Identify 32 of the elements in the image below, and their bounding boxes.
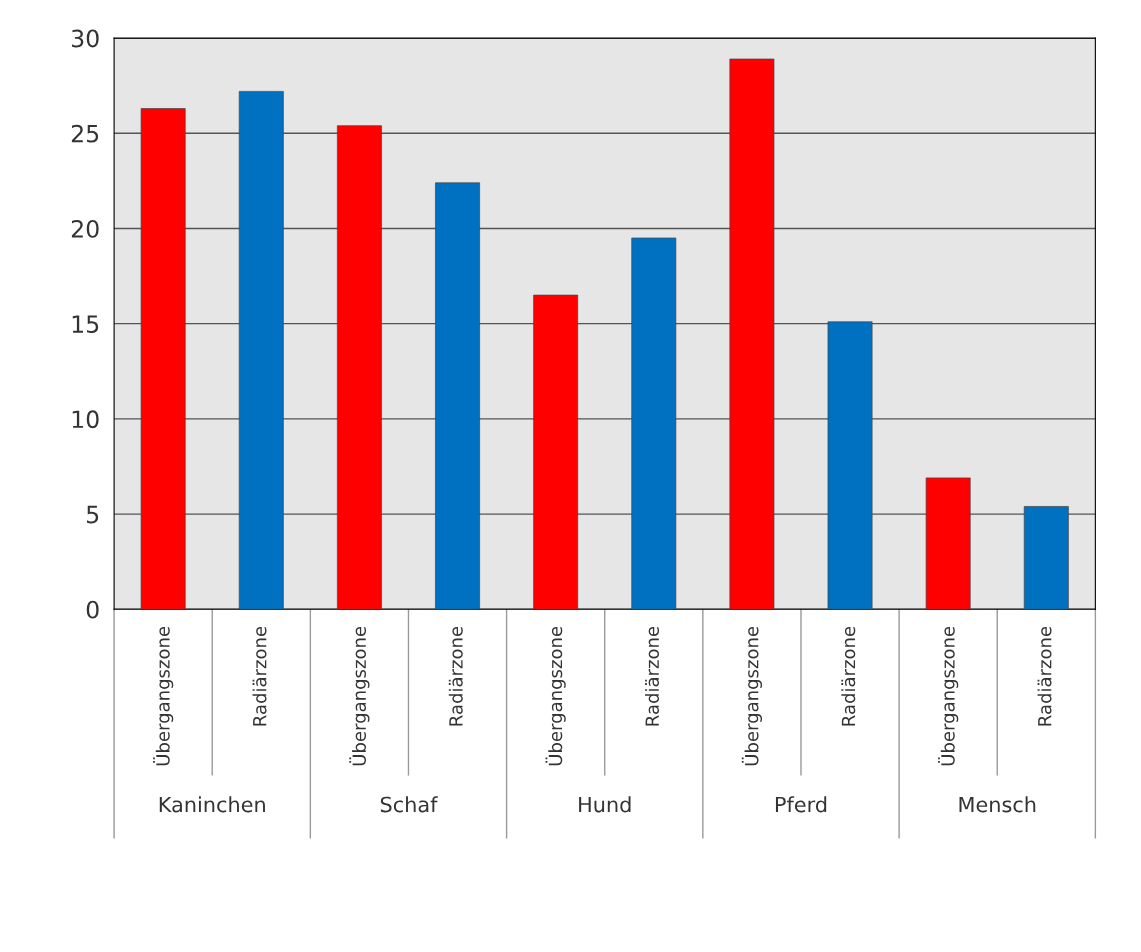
x-tick-label: Übergangszone xyxy=(349,626,370,766)
bar xyxy=(631,237,677,610)
bar xyxy=(925,477,971,610)
text: Mensch xyxy=(959,796,1036,813)
text: Pferd xyxy=(775,796,827,813)
text: Kaninchen xyxy=(159,796,265,813)
bar xyxy=(336,125,382,610)
bar xyxy=(827,321,873,610)
y-tick-label: 5 xyxy=(87,505,99,524)
y-tick-label: 20 xyxy=(71,219,99,238)
bar xyxy=(435,182,480,610)
bar xyxy=(1023,506,1069,610)
bar xyxy=(140,108,186,610)
x-tick-label: Übergangszone xyxy=(153,626,174,766)
bar xyxy=(238,91,284,610)
y-tick-label: 15 xyxy=(72,315,99,333)
y-tick-label: 10 xyxy=(72,410,99,429)
x-tick-label: Radiärzone xyxy=(645,626,660,726)
bar xyxy=(533,294,579,610)
x-tick-label: Radiärzone xyxy=(841,626,856,726)
x-tick-label: Übergangszone xyxy=(938,626,959,766)
text: Schaf xyxy=(380,796,438,813)
y-tick-label: 0 xyxy=(86,600,99,619)
y-tick-label: 25 xyxy=(71,124,99,143)
x-tick-label: Übergangszone xyxy=(741,626,763,766)
x-tick-label: Radiärzone xyxy=(1037,626,1052,726)
text: Hund xyxy=(579,796,631,813)
x-tick-label: Radiärzone xyxy=(252,626,267,726)
x-tick-label: Übergangszone xyxy=(545,626,566,766)
x-tick-label: Radiärzone xyxy=(448,626,463,726)
y-tick-label: 30 xyxy=(71,29,99,48)
bar xyxy=(729,58,775,610)
